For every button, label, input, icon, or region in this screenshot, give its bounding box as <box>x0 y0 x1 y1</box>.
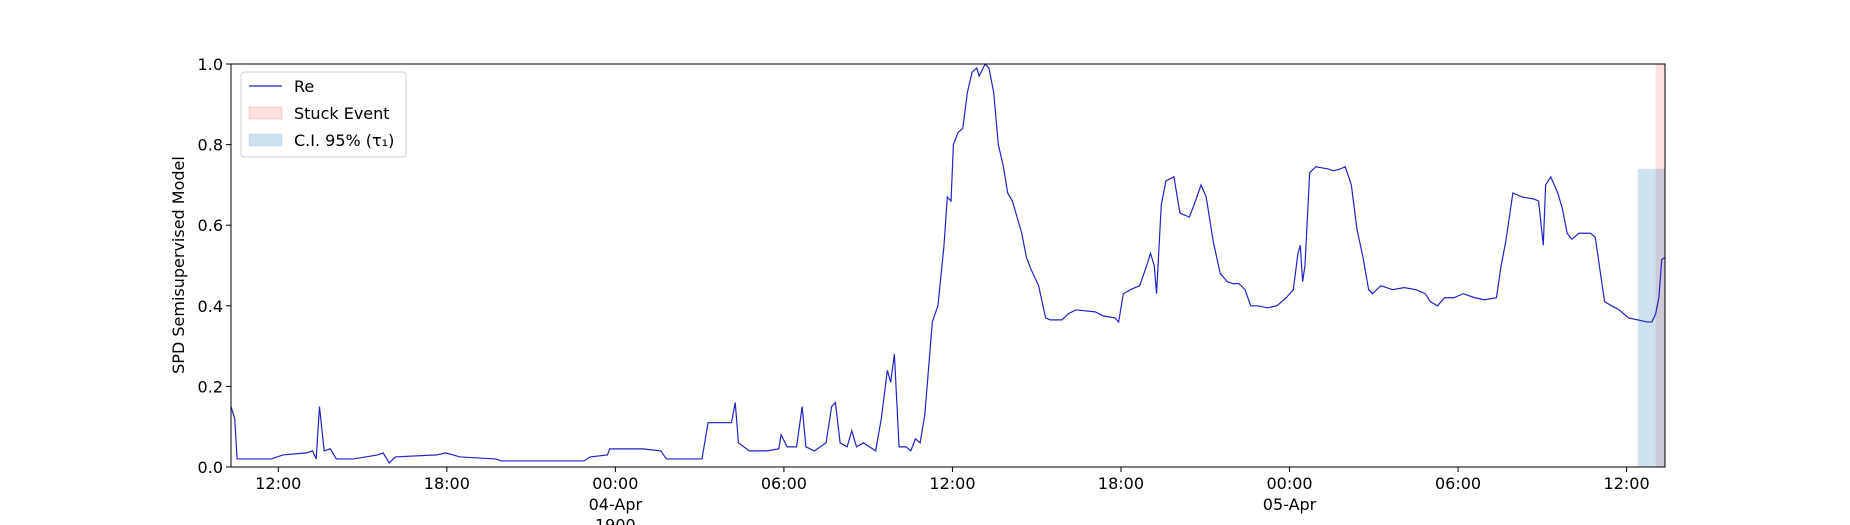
y-tick-label: 0.0 <box>198 458 223 477</box>
y-axis-label: SPD Semisupervised Model <box>169 156 188 374</box>
x-tick-label: 12:00 <box>1604 474 1650 493</box>
legend: Re Stuck Event C.I. 95% (τ₁) <box>240 71 407 158</box>
legend-box <box>240 71 407 158</box>
legend-patch <box>248 133 283 147</box>
span <box>1637 168 1665 467</box>
legend-label: C.I. 95% (τ₁) <box>294 131 394 150</box>
x-tick-label: 18:00 <box>1098 474 1144 493</box>
y-tick-label: 0.2 <box>198 377 223 396</box>
y-tick-label: 0.4 <box>198 297 223 316</box>
x-tick-label: 18:00 <box>424 474 470 493</box>
plot-frame <box>230 63 1666 468</box>
x-tick-label: 12:00 <box>929 474 975 493</box>
x-tick-label: 00:00 05-Apr <box>1263 474 1317 514</box>
span <box>1655 64 1665 467</box>
x-tick-label: 12:00 <box>255 474 301 493</box>
legend-patch <box>248 106 283 120</box>
y-tick-label: 1.0 <box>198 55 223 74</box>
legend-label: Re <box>294 77 314 96</box>
data-line <box>230 62 1666 464</box>
y-tick-label: 0.6 <box>198 216 223 235</box>
y-tick-label: 0.8 <box>198 136 223 155</box>
legend-label: Stuck Event <box>294 104 390 123</box>
x-tick-label: 06:00 <box>1435 474 1481 493</box>
x-tick-label: 06:00 <box>761 474 807 493</box>
